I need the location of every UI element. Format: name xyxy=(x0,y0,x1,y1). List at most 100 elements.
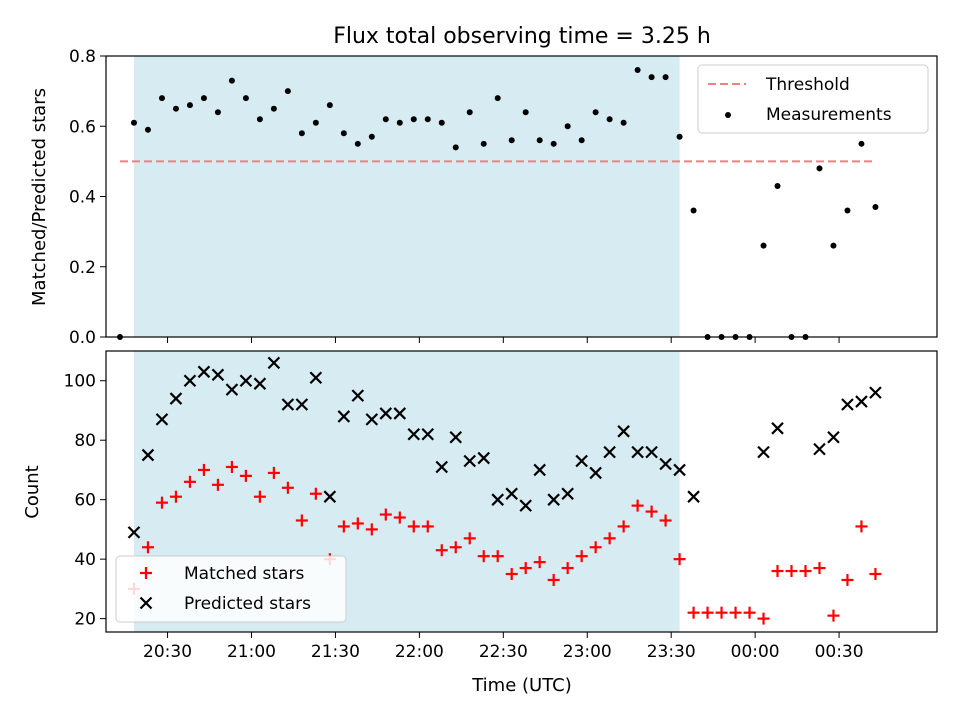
predicted-star-point xyxy=(407,427,421,441)
matched-star-point xyxy=(421,520,434,533)
measurement-point xyxy=(410,116,417,123)
measurement-point xyxy=(774,182,781,189)
predicted-star-point xyxy=(533,463,546,477)
matched-star-point xyxy=(603,532,616,545)
top-legend: Threshold Measurements xyxy=(697,64,929,134)
x-tick-label: 21:00 xyxy=(227,642,276,662)
matched-star-point xyxy=(645,505,658,518)
predicted-star-point xyxy=(421,427,435,441)
matched-star-point xyxy=(141,541,154,554)
measurement-point xyxy=(144,126,151,133)
x-tick-label: 20:30 xyxy=(143,642,192,662)
predicted-star-point xyxy=(197,365,211,379)
matched-star-point xyxy=(729,606,742,619)
predicted-star-point xyxy=(225,383,239,396)
y-tick-label: 0.4 xyxy=(69,188,96,208)
measurement-point xyxy=(662,74,669,81)
x-axis-label: Time (UTC) xyxy=(471,675,572,696)
y-tick-label: 0.8 xyxy=(69,47,96,67)
bottom-panel: 20 40 60 80 100 20:30 21:00 21:30 22:00 22:30 23:… xyxy=(22,350,938,696)
top-panel: 0.00.20.40.60.8 Matched/Predicted stars … xyxy=(29,47,938,348)
matched-star-point xyxy=(687,606,700,619)
predicted-star-point xyxy=(183,374,197,388)
measurement-point xyxy=(494,95,501,102)
predicted-star-point xyxy=(127,526,141,539)
observing-window-shade xyxy=(133,56,680,337)
matched-star-point xyxy=(855,520,868,533)
measurement-point xyxy=(634,67,641,74)
matched-star-point xyxy=(841,573,854,586)
top-y-ticks: 0.0 0.2 0.4 0.6 0.8 xyxy=(69,47,106,348)
matched-star-point xyxy=(225,460,238,473)
matched-star-point xyxy=(519,562,532,575)
legend-threshold-label: Threshold xyxy=(765,75,850,95)
measurement-point xyxy=(242,95,249,102)
matched-star-point xyxy=(281,481,294,494)
predicted-star-point xyxy=(547,493,560,506)
measurement-point xyxy=(158,95,165,102)
bottom-axes-frame xyxy=(105,350,938,633)
matched-star-point xyxy=(701,606,714,619)
measurement-point xyxy=(606,116,613,123)
matched-star-point xyxy=(239,469,252,482)
top-shaded-region xyxy=(133,56,680,337)
measurement-point xyxy=(186,102,193,109)
measurement-point xyxy=(592,109,599,116)
matched-star-point xyxy=(169,490,182,503)
measurement-point xyxy=(284,88,291,95)
x-tick-label: 22:00 xyxy=(395,642,444,662)
legend-measurement-swatch xyxy=(725,112,731,118)
predicted-star-point xyxy=(365,413,379,426)
predicted-star-point xyxy=(169,392,183,405)
bottom-y-ticks: 20 40 60 80 100 xyxy=(64,372,106,630)
predicted-star-point xyxy=(687,490,700,503)
measurement-point xyxy=(620,119,627,126)
predicted-star-point xyxy=(491,493,504,506)
y-tick-label: 0.2 xyxy=(69,258,96,278)
predicted-star-point xyxy=(239,374,253,388)
chart-title: Flux total observing time = 3.25 h xyxy=(333,24,711,49)
measurement-point xyxy=(298,130,305,137)
x-tick-label: 00:00 xyxy=(731,642,780,662)
bottom-legend: Matched stars Predicted stars xyxy=(115,555,347,623)
legend-matched-label: Matched stars xyxy=(184,564,304,584)
measurement-point xyxy=(228,77,235,84)
x-tick-label: 21:30 xyxy=(311,642,360,662)
matched-star-point xyxy=(659,514,672,527)
measurement-point xyxy=(550,140,557,147)
predicted-star-point xyxy=(505,487,518,501)
measurement-point xyxy=(858,140,865,147)
matched-star-point xyxy=(253,490,266,503)
measurement-point xyxy=(340,130,347,137)
bottom-y-axis-label: Count xyxy=(22,465,43,518)
matched-star-point xyxy=(869,568,882,581)
predicted-star-point xyxy=(519,499,532,512)
matched-star-point xyxy=(351,517,364,530)
matched-star-point xyxy=(533,556,546,569)
predicted-star-point xyxy=(295,398,309,411)
predicted-star-point xyxy=(337,410,351,423)
y-tick-label: 40 xyxy=(74,550,96,570)
matched-star-point xyxy=(785,565,798,578)
matched-star-point xyxy=(491,550,504,563)
predicted-star-point xyxy=(771,422,784,435)
predicted-star-point xyxy=(603,445,616,459)
matched-star-point xyxy=(379,508,392,521)
measurement-point xyxy=(760,242,767,249)
predicted-star-point xyxy=(477,451,491,465)
legend-predicted-swatch xyxy=(139,596,153,610)
predicted-star-point xyxy=(155,413,169,426)
measurement-point xyxy=(648,74,655,81)
predicted-star-point xyxy=(393,407,407,420)
matched-star-point xyxy=(435,544,448,557)
measurement-point xyxy=(830,242,837,249)
measurement-point xyxy=(326,102,333,109)
measurement-point xyxy=(424,116,431,123)
predicted-star-point xyxy=(211,368,225,382)
top-x-ticks xyxy=(167,337,840,343)
predicted-star-point xyxy=(435,460,449,474)
matched-star-point xyxy=(827,609,840,622)
matched-star-point xyxy=(561,562,574,575)
predicted-star-point xyxy=(841,398,854,411)
y-tick-label: 80 xyxy=(74,431,96,451)
